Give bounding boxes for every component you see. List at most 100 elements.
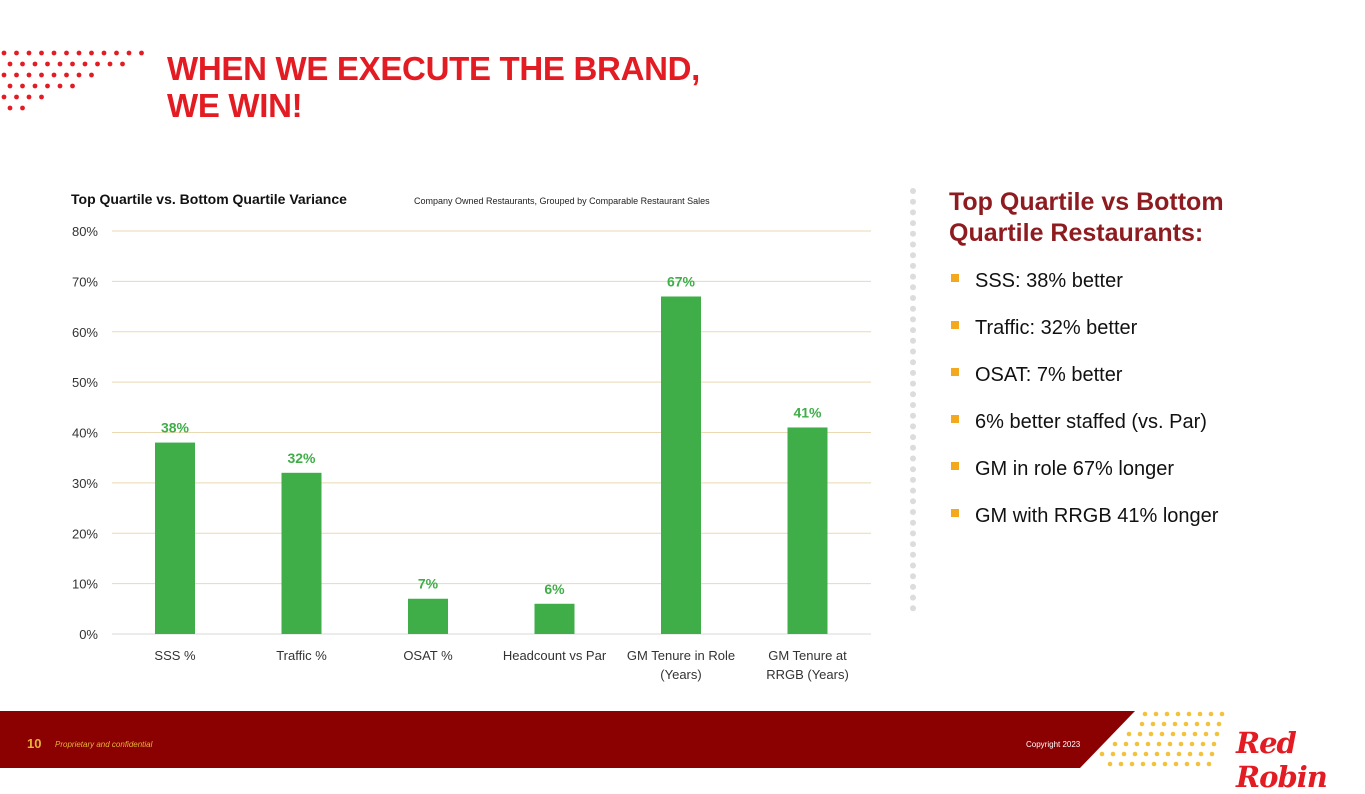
y-tick-label: 50% bbox=[72, 375, 98, 390]
decor-dot bbox=[64, 72, 69, 78]
list-item: OSAT: 7% better bbox=[949, 360, 1218, 407]
bullet-icon bbox=[951, 274, 959, 282]
list-item-text: GM in role 67% longer bbox=[975, 458, 1174, 480]
decor-dot bbox=[70, 83, 75, 89]
data-label: 67% bbox=[667, 273, 696, 289]
page-number: 10 bbox=[27, 736, 42, 751]
y-tick-label: 0% bbox=[79, 627, 98, 642]
decor-dot bbox=[910, 391, 916, 398]
bullet-icon bbox=[951, 509, 959, 517]
decor-dot bbox=[82, 61, 88, 67]
decor-dot bbox=[76, 50, 82, 56]
decor-dot bbox=[89, 50, 94, 56]
decor-dot bbox=[20, 105, 25, 111]
chart-subtitle: Company Owned Restaurants, Grouped by Co… bbox=[414, 196, 710, 206]
decor-dot bbox=[910, 444, 916, 451]
decor-dot bbox=[910, 551, 916, 558]
decor-dot bbox=[910, 434, 916, 441]
decor-dot bbox=[910, 530, 916, 537]
decor-dot bbox=[39, 72, 44, 78]
list-item: GM with RRGB 41% longer bbox=[949, 501, 1218, 548]
page-title-line1: WHEN WE EXECUTE THE BRAND, bbox=[167, 50, 701, 87]
y-tick-label: 60% bbox=[72, 325, 98, 340]
bar bbox=[661, 296, 701, 634]
decor-dot bbox=[14, 50, 19, 56]
side-title-line2: Quartile Restaurants: bbox=[949, 219, 1204, 247]
page-title: WHEN WE EXECUTE THE BRAND, WE WIN! bbox=[167, 50, 700, 124]
decor-dot bbox=[910, 295, 916, 301]
y-tick-label: 40% bbox=[72, 426, 98, 441]
side-bullet-list: SSS: 38% better Traffic: 32% better OSAT… bbox=[949, 266, 1218, 548]
y-tick-label: 10% bbox=[72, 577, 98, 592]
decor-dot bbox=[45, 61, 50, 67]
x-tick-label: SSS % bbox=[154, 648, 196, 663]
decor-dot bbox=[910, 337, 916, 344]
list-item: GM in role 67% longer bbox=[949, 454, 1218, 501]
decorative-dots-divider bbox=[910, 188, 916, 612]
decor-dot bbox=[14, 94, 19, 100]
decor-dot bbox=[910, 498, 916, 505]
decor-dot bbox=[910, 402, 916, 408]
data-label: 32% bbox=[287, 450, 316, 466]
list-item: Traffic: 32% better bbox=[949, 313, 1218, 360]
decor-dot bbox=[57, 61, 63, 67]
decor-dot bbox=[910, 541, 916, 548]
decor-dot bbox=[120, 61, 125, 67]
list-item: SSS: 38% better bbox=[949, 266, 1218, 313]
decor-dot bbox=[101, 50, 107, 56]
decor-dot bbox=[910, 423, 916, 430]
y-tick-label: 20% bbox=[72, 526, 98, 541]
red-robin-logo: Red Robin bbox=[1236, 726, 1328, 794]
decor-dot bbox=[51, 72, 57, 78]
decor-dot bbox=[20, 83, 25, 89]
x-tick-label: RRGB (Years) bbox=[766, 667, 849, 682]
decor-dot bbox=[89, 72, 94, 78]
decor-dot bbox=[910, 273, 916, 280]
decor-dot bbox=[26, 94, 32, 100]
decor-dot bbox=[910, 316, 916, 323]
decor-dot bbox=[39, 50, 44, 56]
data-label: 41% bbox=[793, 404, 822, 420]
decor-dot bbox=[910, 412, 916, 419]
bar bbox=[281, 472, 322, 634]
list-item-text: OSAT: 7% better bbox=[975, 364, 1123, 386]
data-label: 6% bbox=[544, 581, 565, 597]
page-title-line2: WE WIN! bbox=[167, 87, 303, 124]
x-tick-label: GM Tenure at bbox=[768, 648, 847, 663]
decor-dot bbox=[107, 61, 113, 67]
decor-dot bbox=[910, 583, 916, 590]
decor-dot bbox=[14, 72, 19, 78]
decor-dot bbox=[910, 605, 916, 612]
decor-dot bbox=[32, 83, 38, 89]
decor-dot bbox=[910, 562, 916, 569]
decor-dot bbox=[910, 348, 916, 355]
bullet-icon bbox=[951, 368, 959, 376]
decor-dot bbox=[51, 50, 57, 56]
x-tick-label: Traffic % bbox=[276, 648, 327, 663]
x-tick-label: GM Tenure in Role bbox=[627, 648, 735, 663]
decor-dot bbox=[910, 487, 916, 494]
decor-dot bbox=[910, 252, 916, 259]
list-item-text: GM with RRGB 41% longer bbox=[975, 505, 1219, 527]
decor-dot bbox=[910, 519, 916, 526]
data-label: 38% bbox=[161, 420, 190, 436]
list-item-text: Traffic: 32% better bbox=[975, 317, 1138, 339]
x-tick-label: Headcount vs Par bbox=[503, 648, 607, 663]
decor-dot bbox=[57, 83, 63, 89]
decor-dot bbox=[910, 509, 916, 515]
decor-dot bbox=[32, 61, 38, 67]
decor-dot bbox=[910, 188, 916, 194]
decor-dot bbox=[26, 50, 32, 56]
decor-dot bbox=[64, 50, 69, 56]
side-title-line1: Top Quartile vs Bottom bbox=[949, 188, 1224, 216]
decor-dot bbox=[910, 594, 916, 601]
decor-dot bbox=[114, 50, 119, 56]
decor-dot bbox=[910, 198, 916, 205]
y-tick-label: 80% bbox=[72, 224, 98, 239]
decor-dot bbox=[1, 72, 7, 78]
decorative-dots-top-left bbox=[1, 50, 144, 111]
decor-dot bbox=[39, 94, 44, 100]
bullet-icon bbox=[951, 462, 959, 470]
bullet-icon bbox=[951, 415, 959, 423]
confidential-note: Proprietary and confidential bbox=[55, 740, 153, 749]
